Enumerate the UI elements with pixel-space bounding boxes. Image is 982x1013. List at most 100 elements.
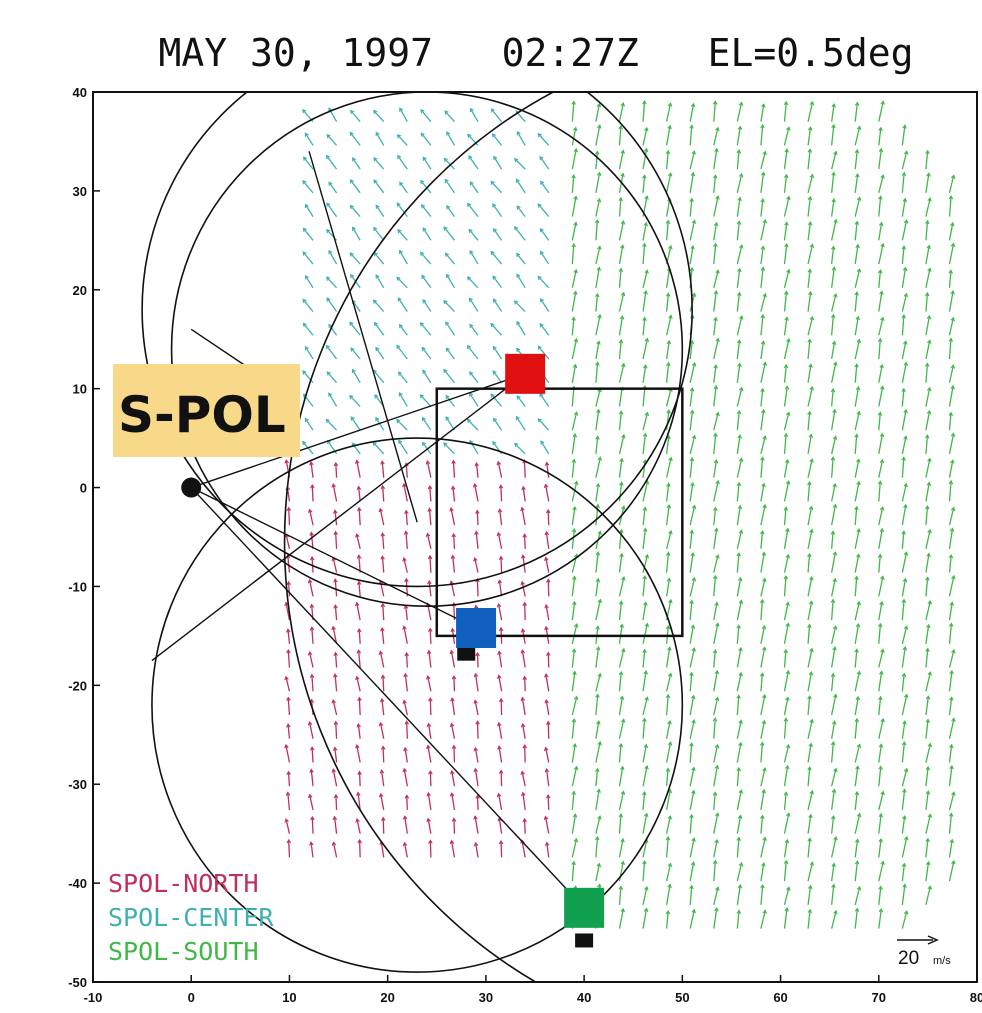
wind-vector xyxy=(878,243,884,265)
wind-vector xyxy=(713,127,719,146)
wind-vector xyxy=(689,172,694,193)
wind-vector-head xyxy=(878,907,884,913)
wind-vector-head xyxy=(880,316,885,321)
wind-vector xyxy=(468,297,479,312)
wind-vector-head xyxy=(950,364,955,369)
wind-vector xyxy=(807,458,813,478)
wind-vector xyxy=(571,671,576,692)
wind-vector-head xyxy=(925,219,930,225)
wind-vector xyxy=(689,552,694,573)
wind-vector-head xyxy=(475,651,480,657)
wind-vector xyxy=(925,268,931,288)
wind-vector xyxy=(689,482,694,502)
wind-vector xyxy=(925,600,931,621)
wind-vector-head xyxy=(691,504,697,510)
wind-vector xyxy=(713,554,719,573)
wind-vector xyxy=(665,483,670,502)
wind-vector xyxy=(830,124,835,146)
wind-vector-head xyxy=(304,274,309,280)
wind-vector-head xyxy=(738,671,743,677)
wind-vector-head xyxy=(427,554,433,560)
wind-vector xyxy=(426,460,432,478)
wind-vector xyxy=(326,276,338,289)
wind-vector-head xyxy=(537,203,542,208)
wind-vector-head xyxy=(450,697,455,702)
wind-vector xyxy=(854,244,859,265)
wind-vector xyxy=(901,647,906,668)
wind-vector-head xyxy=(380,745,386,750)
wind-vector-head xyxy=(902,124,907,129)
wind-vector xyxy=(830,578,836,597)
wind-vector xyxy=(783,101,787,122)
wind-vector-head xyxy=(451,532,457,538)
wind-vector xyxy=(328,324,338,336)
wind-vector-head xyxy=(785,743,791,749)
wind-vector xyxy=(642,507,646,526)
wind-vector xyxy=(665,293,670,312)
wind-vector-head xyxy=(545,508,551,514)
wind-vector-head xyxy=(784,243,789,248)
wind-vector-head xyxy=(668,244,673,250)
wind-vector-head xyxy=(544,841,550,847)
wind-vector-head xyxy=(544,603,549,609)
wind-vector xyxy=(736,862,743,882)
wind-vector xyxy=(665,340,670,360)
wind-vector xyxy=(475,531,479,549)
wind-vector xyxy=(571,148,577,170)
wind-vector-head xyxy=(786,126,791,131)
wind-vector xyxy=(618,601,623,621)
wind-vector xyxy=(878,459,884,478)
wind-vector-head xyxy=(833,909,838,915)
wind-vector-head xyxy=(473,767,479,773)
wind-vector-head xyxy=(833,292,838,298)
wind-vector-head xyxy=(783,859,789,865)
wind-vector-head xyxy=(420,179,425,185)
wind-vector-head xyxy=(375,346,380,352)
wind-vector-head xyxy=(516,395,521,400)
wind-vector xyxy=(358,629,361,644)
wind-vector xyxy=(642,792,646,810)
wind-vector-head xyxy=(309,531,314,536)
wind-vector-head xyxy=(597,530,602,535)
wind-vector xyxy=(445,252,455,265)
wind-vector-head xyxy=(473,815,478,820)
wind-vector xyxy=(760,409,765,431)
wind-vector-head xyxy=(644,195,649,200)
wind-vector xyxy=(878,269,882,288)
wind-vector-head xyxy=(309,746,315,751)
wind-vector-head xyxy=(573,126,578,132)
wind-vector xyxy=(474,673,479,692)
wind-vector-head xyxy=(286,648,291,654)
wind-vector-head xyxy=(286,723,291,728)
wind-vector-head xyxy=(760,313,766,319)
wind-vector xyxy=(854,411,860,431)
y-tick-label: -20 xyxy=(68,678,87,693)
wind-vector xyxy=(689,814,693,834)
wind-vector xyxy=(736,553,740,573)
wind-vector-head xyxy=(643,601,648,606)
wind-vector xyxy=(288,507,291,526)
wind-vector xyxy=(571,269,577,288)
wind-vector-head xyxy=(831,788,837,793)
wind-vector-head xyxy=(595,577,601,583)
wind-vector xyxy=(285,744,291,763)
wind-vector xyxy=(351,369,361,384)
wind-vector-head xyxy=(309,555,315,561)
wind-vector-head xyxy=(522,601,528,606)
wind-vector xyxy=(642,148,648,170)
wind-vector-head xyxy=(352,226,356,231)
wind-vector-head xyxy=(901,862,907,868)
wind-vector-head xyxy=(903,767,909,773)
wind-vector-head xyxy=(333,461,339,467)
wind-vector xyxy=(901,293,908,312)
wind-vector xyxy=(618,434,625,455)
wind-vector-head xyxy=(285,791,291,796)
wind-vector xyxy=(736,197,741,217)
wind-vector-head xyxy=(712,574,718,580)
wind-vector-head xyxy=(831,198,836,203)
wind-vector-head xyxy=(761,646,767,651)
wind-vector-head xyxy=(620,220,626,225)
wind-vector-head xyxy=(926,552,931,558)
wind-vector-head xyxy=(468,155,473,160)
